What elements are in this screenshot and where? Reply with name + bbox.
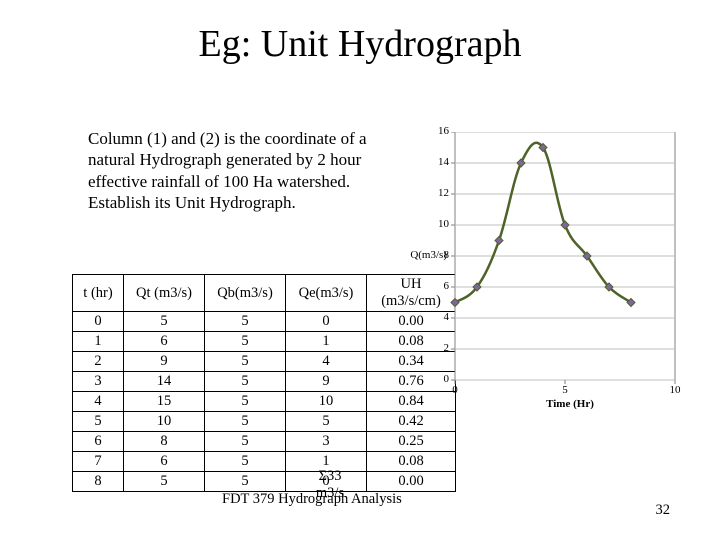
cell-t: 5 (73, 412, 124, 432)
chart-y-tick-label: 12 (421, 187, 449, 199)
cell-qb: 5 (205, 372, 286, 392)
slide: Eg: Unit Hydrograph Column (1) and (2) i… (0, 0, 720, 540)
chart-x-tick-label: 5 (555, 384, 575, 396)
data-table: t (hr) Qt (m3/s) Qb(m3/s) Qe(m3/s) UH (m… (72, 274, 456, 492)
cell-t: 1 (73, 332, 124, 352)
page-title: Eg: Unit Hydrograph (0, 22, 720, 66)
cell-qe: 5 (286, 412, 367, 432)
col-header-t: t (hr) (73, 275, 124, 312)
cell-qe: 1 (286, 332, 367, 352)
col-header-qe: Qe(m3/s) (286, 275, 367, 312)
chart-x-axis-label: Time (Hr) (535, 398, 605, 410)
natural-hydrograph-chart: Natural Hydrograph 0246810121416 0510 Q(… (415, 132, 695, 442)
table-row: 68530.25 (73, 432, 456, 452)
cell-qt: 6 (124, 452, 205, 472)
chart-y-tick-label: 14 (421, 156, 449, 168)
cell-qe: 4 (286, 352, 367, 372)
cell-qt: 6 (124, 332, 205, 352)
cell-uh: 0.00 (367, 472, 456, 492)
cell-qb: 5 (205, 312, 286, 332)
cell-qb: 5 (205, 412, 286, 432)
cell-qe: 0 (286, 312, 367, 332)
cell-t: 4 (73, 392, 124, 412)
cell-qe: 3 (286, 432, 367, 452)
cell-qb: 5 (205, 452, 286, 472)
chart-y-tick-label: 10 (421, 218, 449, 230)
chart-x-tick-label: 10 (665, 384, 685, 396)
cell-t: 7 (73, 452, 124, 472)
chart-y-axis-label: Q(m3/s) (397, 249, 447, 261)
table-row: 314590.76 (73, 372, 456, 392)
description-text: Column (1) and (2) is the coordinate of … (88, 128, 378, 213)
cell-qb: 5 (205, 472, 286, 492)
col-header-qt: Qt (m3/s) (124, 275, 205, 312)
cell-qe: 10 (286, 392, 367, 412)
cell-t: 8 (73, 472, 124, 492)
table-row: 16510.08 (73, 332, 456, 352)
cell-t: 0 (73, 312, 124, 332)
cell-qb: 5 (205, 392, 286, 412)
chart-x-tick-label: 0 (445, 384, 465, 396)
table-row: 29540.34 (73, 352, 456, 372)
chart-y-tick-label: 6 (421, 280, 449, 292)
cell-qb: 5 (205, 332, 286, 352)
sum-l1: Σ33 (319, 468, 342, 484)
cell-qe: 9 (286, 372, 367, 392)
data-table-container: t (hr) Qt (m3/s) Qb(m3/s) Qe(m3/s) UH (m… (72, 274, 456, 492)
cell-qt: 9 (124, 352, 205, 372)
cell-qt: 8 (124, 432, 205, 452)
cell-qt: 10 (124, 412, 205, 432)
cell-qb: 5 (205, 432, 286, 452)
chart-y-tick-label: 16 (421, 125, 449, 137)
cell-qt: 14 (124, 372, 205, 392)
footer-text: FDT 379 Hydrograph Analysis (222, 491, 402, 508)
cell-qt: 15 (124, 392, 205, 412)
cell-qt: 5 (124, 312, 205, 332)
table-row: 4155100.84 (73, 392, 456, 412)
cell-t: 3 (73, 372, 124, 392)
cell-uh: 0.08 (367, 452, 456, 472)
cell-t: 6 (73, 432, 124, 452)
col-header-qb: Qb(m3/s) (205, 275, 286, 312)
table-row: 05500.00 (73, 312, 456, 332)
chart-y-tick-label: 2 (421, 342, 449, 354)
cell-qb: 5 (205, 352, 286, 372)
chart-plot-area (415, 132, 685, 390)
cell-t: 2 (73, 352, 124, 372)
chart-y-tick-label: 4 (421, 311, 449, 323)
table-header-row: t (hr) Qt (m3/s) Qb(m3/s) Qe(m3/s) UH (m… (73, 275, 456, 312)
page-number: 32 (656, 502, 671, 519)
table-row: 510550.42 (73, 412, 456, 432)
table-row: 76510.08 (73, 452, 456, 472)
cell-qt: 5 (124, 472, 205, 492)
table-row: 85500.00 (73, 472, 456, 492)
